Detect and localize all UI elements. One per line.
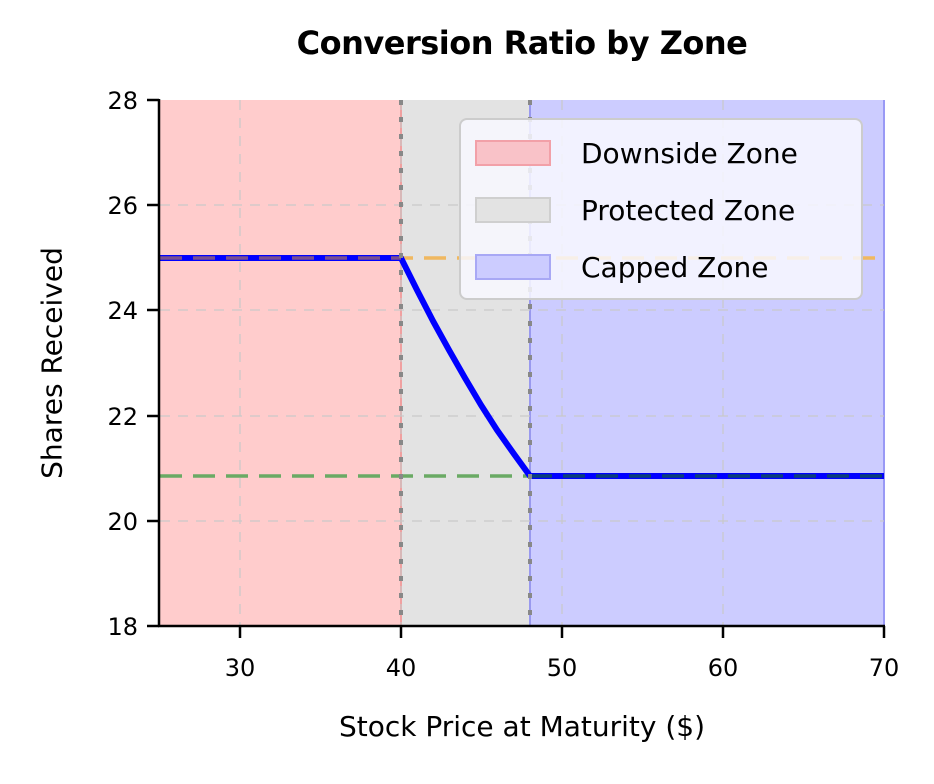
legend-label: Capped Zone — [581, 250, 769, 284]
legend-item-capped: Capped Zone — [475, 250, 769, 284]
y-tick-label: 18 — [107, 613, 138, 641]
legend-label: Protected Zone — [581, 193, 796, 227]
x-tick-label: 70 — [869, 654, 900, 682]
x-tick-label: 50 — [547, 654, 578, 682]
y-axis-label: Shares Received — [35, 247, 69, 479]
x-tick-label: 30 — [225, 654, 256, 682]
capped-swatch-icon — [475, 254, 551, 280]
y-tick-label: 20 — [107, 508, 138, 536]
downside-zone — [160, 100, 401, 626]
y-tick-label: 22 — [107, 403, 138, 431]
legend-label: Downside Zone — [581, 136, 798, 170]
y-tick-label: 26 — [107, 192, 138, 220]
legend: Downside Zone Protected Zone Capped Zone — [459, 118, 863, 300]
shares-series-line — [160, 255, 884, 479]
downside-swatch-icon — [475, 140, 551, 166]
legend-item-protected: Protected Zone — [475, 193, 796, 227]
legend-item-downside: Downside Zone — [475, 136, 798, 170]
y-tick-label: 28 — [107, 87, 138, 115]
protected-swatch-icon — [475, 197, 551, 223]
chart-title: Conversion Ratio by Zone — [296, 24, 748, 62]
y-tick-label: 24 — [107, 297, 138, 325]
x-tick-label: 60 — [708, 654, 739, 682]
x-axis-label: Stock Price at Maturity ($) — [338, 710, 706, 743]
x-tick-label: 40 — [386, 654, 417, 682]
